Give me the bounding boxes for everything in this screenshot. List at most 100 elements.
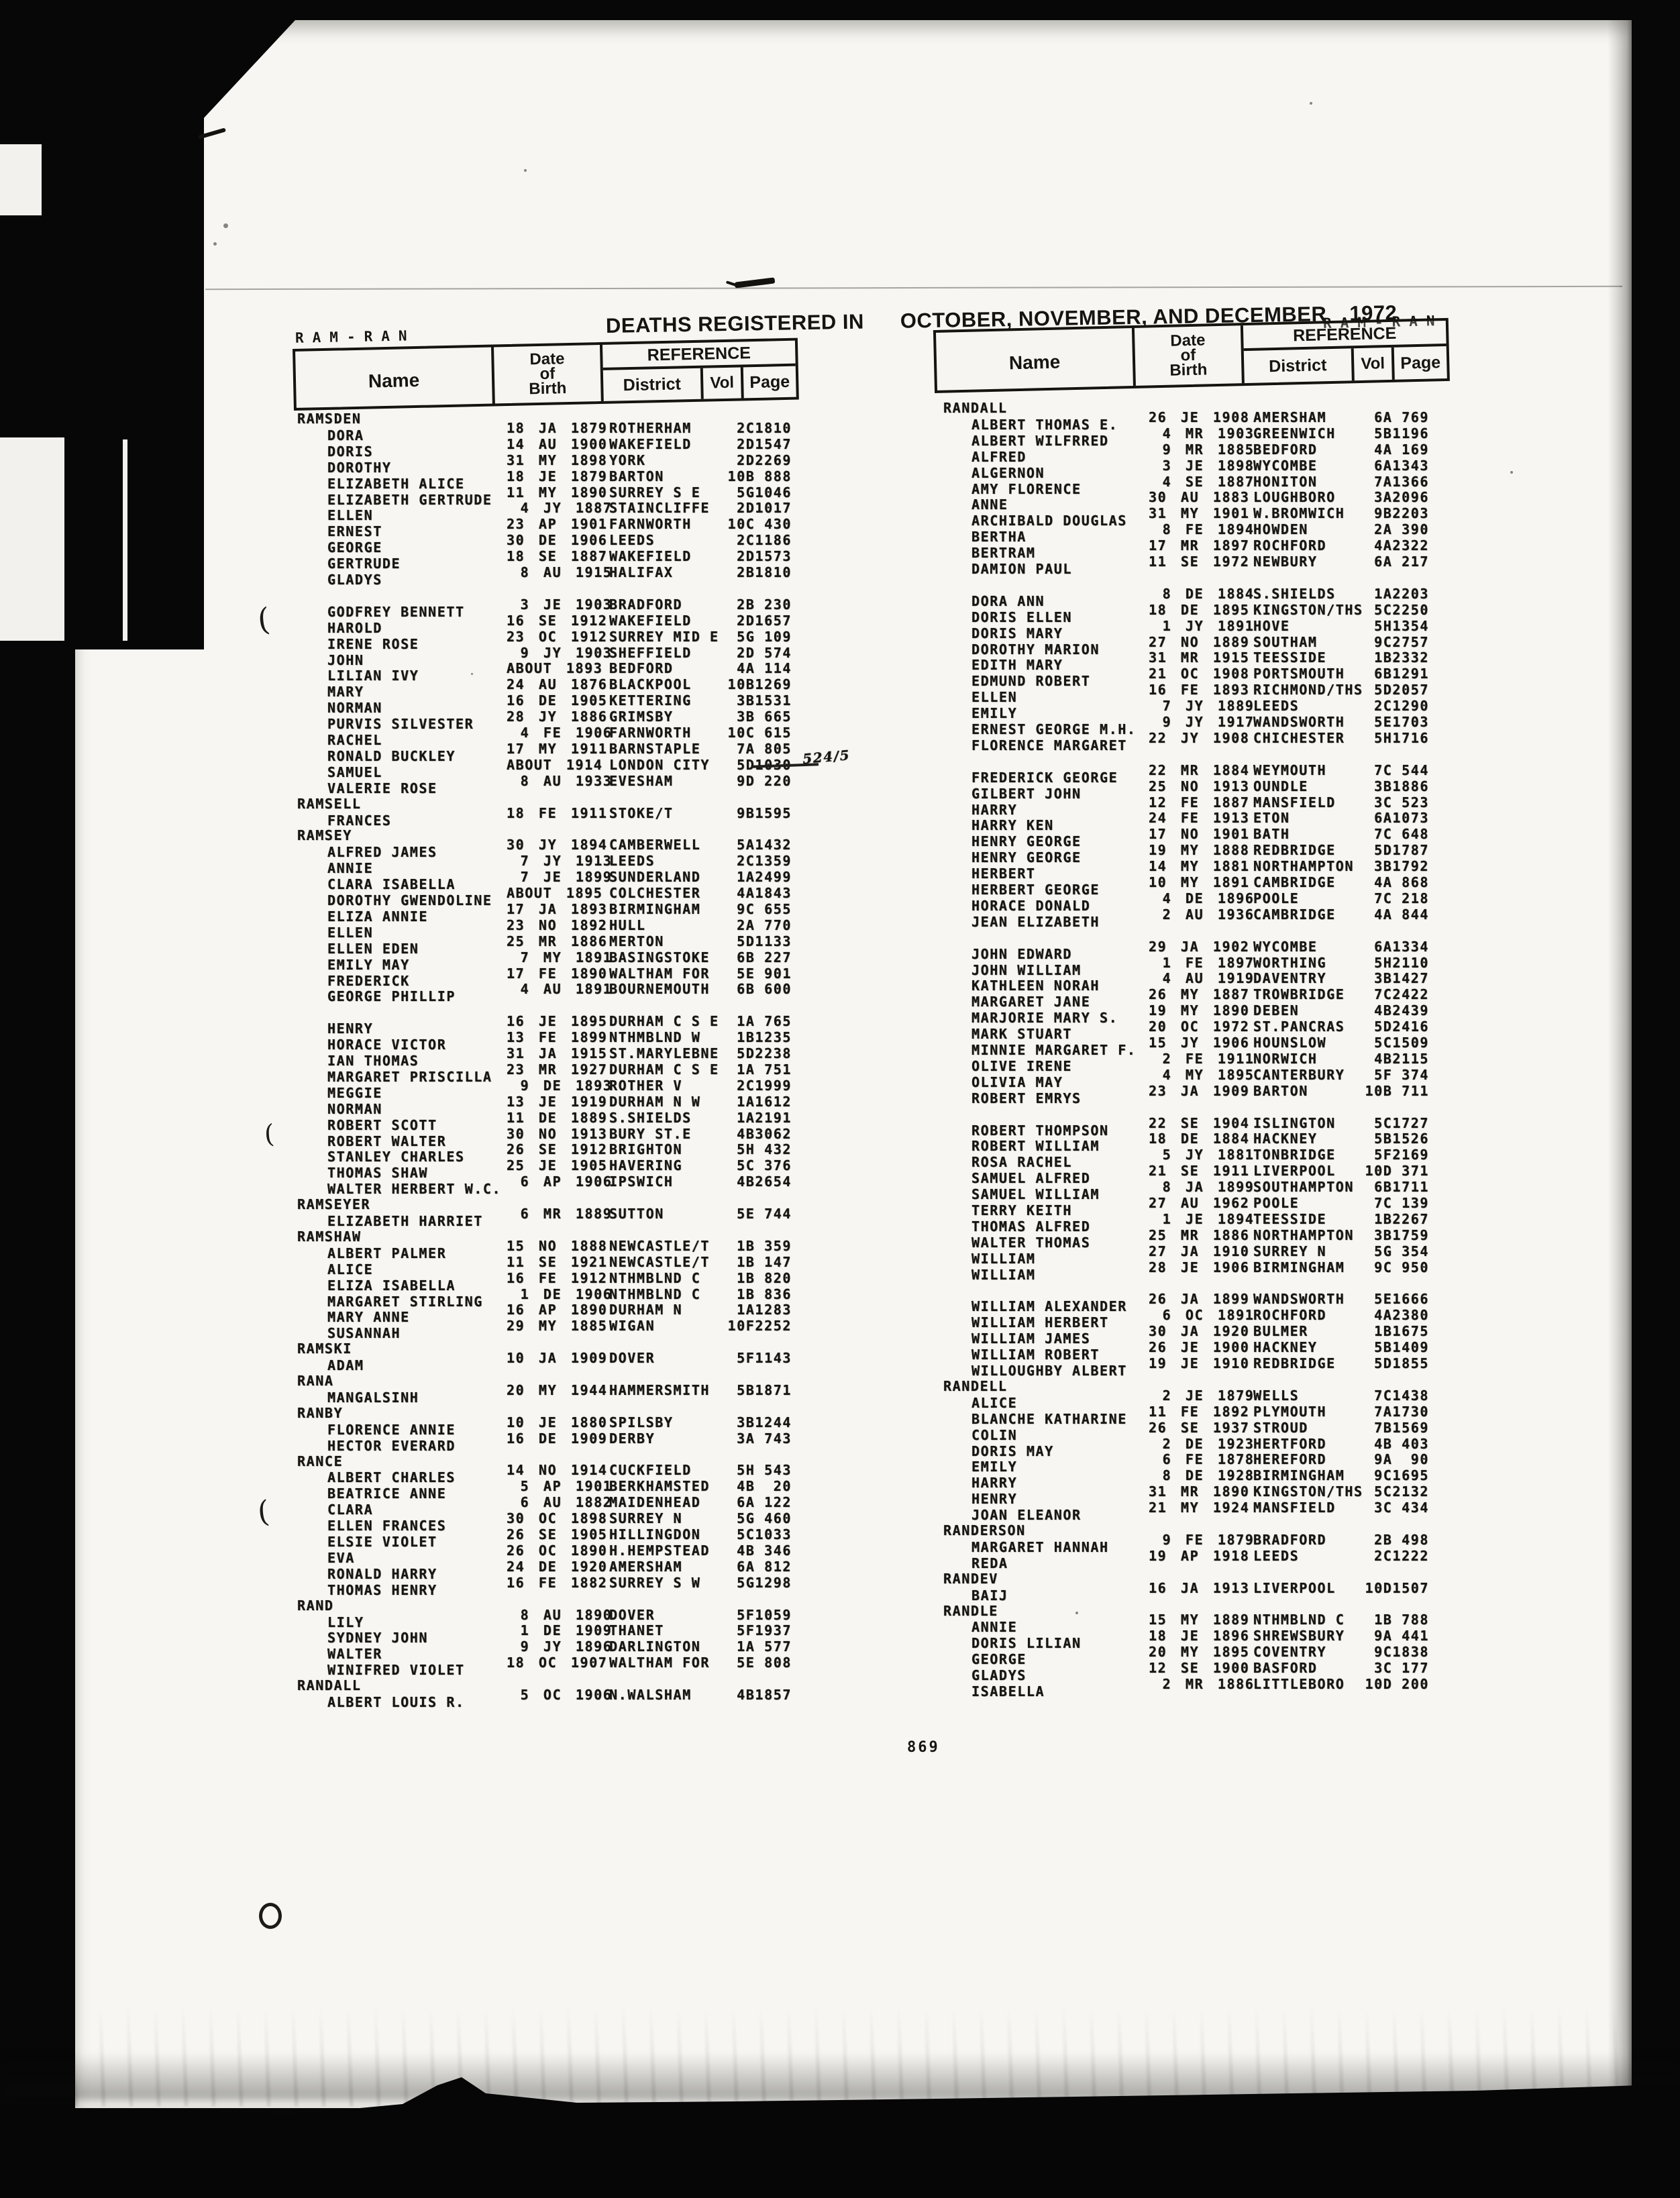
entry-date-of-birth: 14 NO 1914 [507,1462,608,1479]
entry-date-of-birth: 26 MY 1887 [1149,986,1250,1003]
surname-row: RAMSELL [297,796,821,812]
entry-date-of-birth: 12 FE 1887 [1149,794,1250,810]
entry-reference: 6A1334 [1374,938,1429,955]
entry-district: BRADFORD [1253,1531,1327,1548]
index-entry-row: THOMAS SHAW 25 JE 1905 HAVERING 5C 376 [297,1157,821,1181]
entry-name: ALFRED [972,448,1027,465]
entry-district: POOLE [1253,890,1300,906]
entry-name: STANLEY CHARLES [327,1149,465,1165]
entry-district: KINGSTON/THS [1253,1483,1363,1500]
column-header-reference: REFERENCE District Vol Page [1243,321,1447,383]
entry-name: HORACE VICTOR [327,1037,447,1053]
entry-reference: 5C1509 [1374,1035,1429,1051]
entry-district: BULMER [1253,1323,1308,1340]
index-entry-row: CLARA ISABELLA 7 JE 1899 SUNDERLAND 1A2499 [297,869,821,892]
surname: RAMSEY [297,827,352,844]
entry-reference: 7A 805 [737,740,792,757]
index-entry-row: DORIS MAY 2 DE 1923 HERTFORD 4B 403 [943,1436,1467,1459]
column-header-reference: REFERENCE District Vol Page [602,340,796,401]
entry-reference: 5H1716 [1374,729,1429,746]
entry-date-of-birth: 21 SE 1911 [1149,1163,1250,1180]
index-entry-row: FRANCES 18 FE 1911 STOKE/T 9B1595 [297,805,821,829]
entry-reference: 6B1291 [1374,666,1429,682]
index-entry-row: NORMAN 16 DE 1905 KETTERING 3B1531 [297,692,821,716]
entry-date-of-birth: 19 MY 1890 [1149,1002,1250,1019]
index-entry-row: WILLIAM ROBERT 26 JE 1900 HACKNEY 5B1409 [943,1339,1467,1363]
surname: RAND [297,1597,334,1614]
entry-reference: 6B1711 [1374,1179,1429,1196]
entry-district: COLCHESTER [609,885,701,901]
entry-reference: 10F2252 [727,1318,792,1334]
surname: RAMSDEN [297,411,362,427]
entry-district: NTHMBLND C [609,1269,701,1286]
index-entry-row: ELLEN 16 FE 1893 RICHMOND/THS 5D2057 [943,682,1467,705]
surname-row: RAMSDEN [297,411,821,427]
index-entry-row: EMILY MAY 7 MY 1891 BASINGSTOKE 6B 227 [297,949,821,973]
entry-name: MARY ANNE [327,1309,410,1326]
entry-date-of-birth: 20 OC 1972 [1149,1018,1250,1035]
entry-district: WIGAN [609,1318,655,1334]
entry-reference: 5C2132 [1374,1483,1429,1500]
entry-name: EMILY [972,705,1018,722]
film-edge-block [75,20,204,649]
entry-district: IPSWICH [609,1173,674,1190]
dust-speck [223,223,228,228]
entry-district: SUTTON [609,1206,664,1222]
entry-reference: 9A 441 [1374,1628,1429,1644]
dust-speck [524,169,527,172]
entry-district: BASFORD [1253,1660,1318,1677]
index-entry-row: BERTRAM 17 MR 1897 ROCHFORD 4A2322 [943,537,1467,561]
index-entry-row: AMY FLORENCE 4 SE 1887 HONITON 7A1366 [943,474,1467,497]
entry-reference: 3B1886 [1374,778,1429,794]
entry-reference: 2D1017 [737,500,792,517]
entry-district: WALTHAM FOR [609,965,711,982]
entry-reference: 3C 434 [1374,1500,1429,1516]
index-entry-row: VALERIE ROSE 8 AU 1933 EVESHAM 9D 220 [297,773,821,796]
entry-name: ELSIE VIOLET [327,1534,437,1550]
entry-reference: 5D1133 [737,933,792,949]
entry-name: AMY FLORENCE [972,480,1082,497]
index-entry-row: DORIS LILIAN 18 JE 1896 SHREWSBURY 9A 441 [943,1628,1467,1651]
entry-date-of-birth: 30 DE 1906 [507,532,608,549]
entry-date-of-birth: 18 SE 1887 [507,548,608,565]
entry-name: SUSANNAH [327,1325,401,1342]
entry-date-of-birth: 16 DE 1909 [507,1430,608,1447]
entry-district: TONBRIDGE [1253,1147,1336,1163]
index-entry-row: WILLIAM ALEXANDER 26 JA 1899 WANDSWORTH 5E1… [943,1291,1467,1314]
index-entry-row: ROBERT EMRYS 23 JA 1909 BARTON 10B 711 [943,1083,1467,1106]
index-entry-row: ROBERT THOMPSON 22 SE 1904 ISLINGTON 5C1727 [943,1115,1467,1139]
entry-reference: 1B 359 [737,1237,792,1254]
index-entry-row: WINIFRED VIOLET 18 OC 1907 WALTHAM FOR 5E 8… [297,1655,821,1678]
entry-reference: 2A 770 [737,917,792,933]
index-entry-row: TERRY KEITH 27 AU 1962 POOLE 7C 139 [943,1195,1467,1218]
dust-speck [1510,471,1513,474]
entry-reference: 7A1730 [1374,1403,1429,1420]
index-entry-row: WILLIAM HERBERT 6 OC 1891 ROCHFORD 4A2380 [943,1307,1467,1330]
entry-reference: 1A1283 [737,1302,792,1318]
entry-district: W.BROMWICH [1253,505,1345,522]
entry-district: REDBRIDGE [1253,1355,1336,1371]
entry-date-of-birth: 31 MR 1915 [1149,649,1250,666]
entry-date-of-birth: 10 JA 1909 [507,1350,608,1367]
entry-reference: 5D1855 [1374,1355,1429,1371]
entry-reference: 4A2322 [1374,537,1429,554]
entry-date-of-birth: 26 OC 1890 [507,1542,608,1559]
entry-name: HECTOR EVERARD [327,1437,456,1454]
index-entry-row: RONALD BUCKLEY 17 MY 1911 BARNSTAPLE 7A 805 [297,741,821,764]
surname: RANA [297,1373,334,1389]
entry-date-of-birth: 18 FE 1911 [507,804,608,821]
index-entry-row: FREDERICK 17 FE 1890 WALTHAM FOR 5E 901 [297,965,821,989]
index-entry-row: ALBERT THOMAS E. 26 JE 1908 AMERSHAM 6A 769 [943,409,1467,433]
index-entry-row: FLORENCE ANNIE 10 JE 1880 SPILSBY 3B1244 [297,1414,821,1438]
index-entry-row: GILBERT JOHN 25 NO 1913 OUNDLE 3B1886 [943,778,1467,802]
entry-district: ROCHFORD [1253,537,1327,554]
index-entry-row: ELIZABETH HARRIET 6 MR 1889 SUTTON 5E 744 [297,1206,821,1229]
entry-district: WAKEFIELD [609,548,692,565]
surname-row: RAMSEY [297,827,821,843]
entry-date-of-birth: 23 JA 1909 [1149,1082,1250,1099]
entry-date-of-birth: 26 SE 1937 [1149,1419,1250,1436]
index-entry-row: ELLEN 23 NO 1892 HULL 2A 770 [297,917,821,941]
pen-mark: ( [263,1118,276,1149]
index-entry-row: WILLIAM 27 JA 1910 SURREY N 5G 354 [943,1243,1467,1267]
entry-date-of-birth: 19 JE 1910 [1149,1355,1250,1371]
